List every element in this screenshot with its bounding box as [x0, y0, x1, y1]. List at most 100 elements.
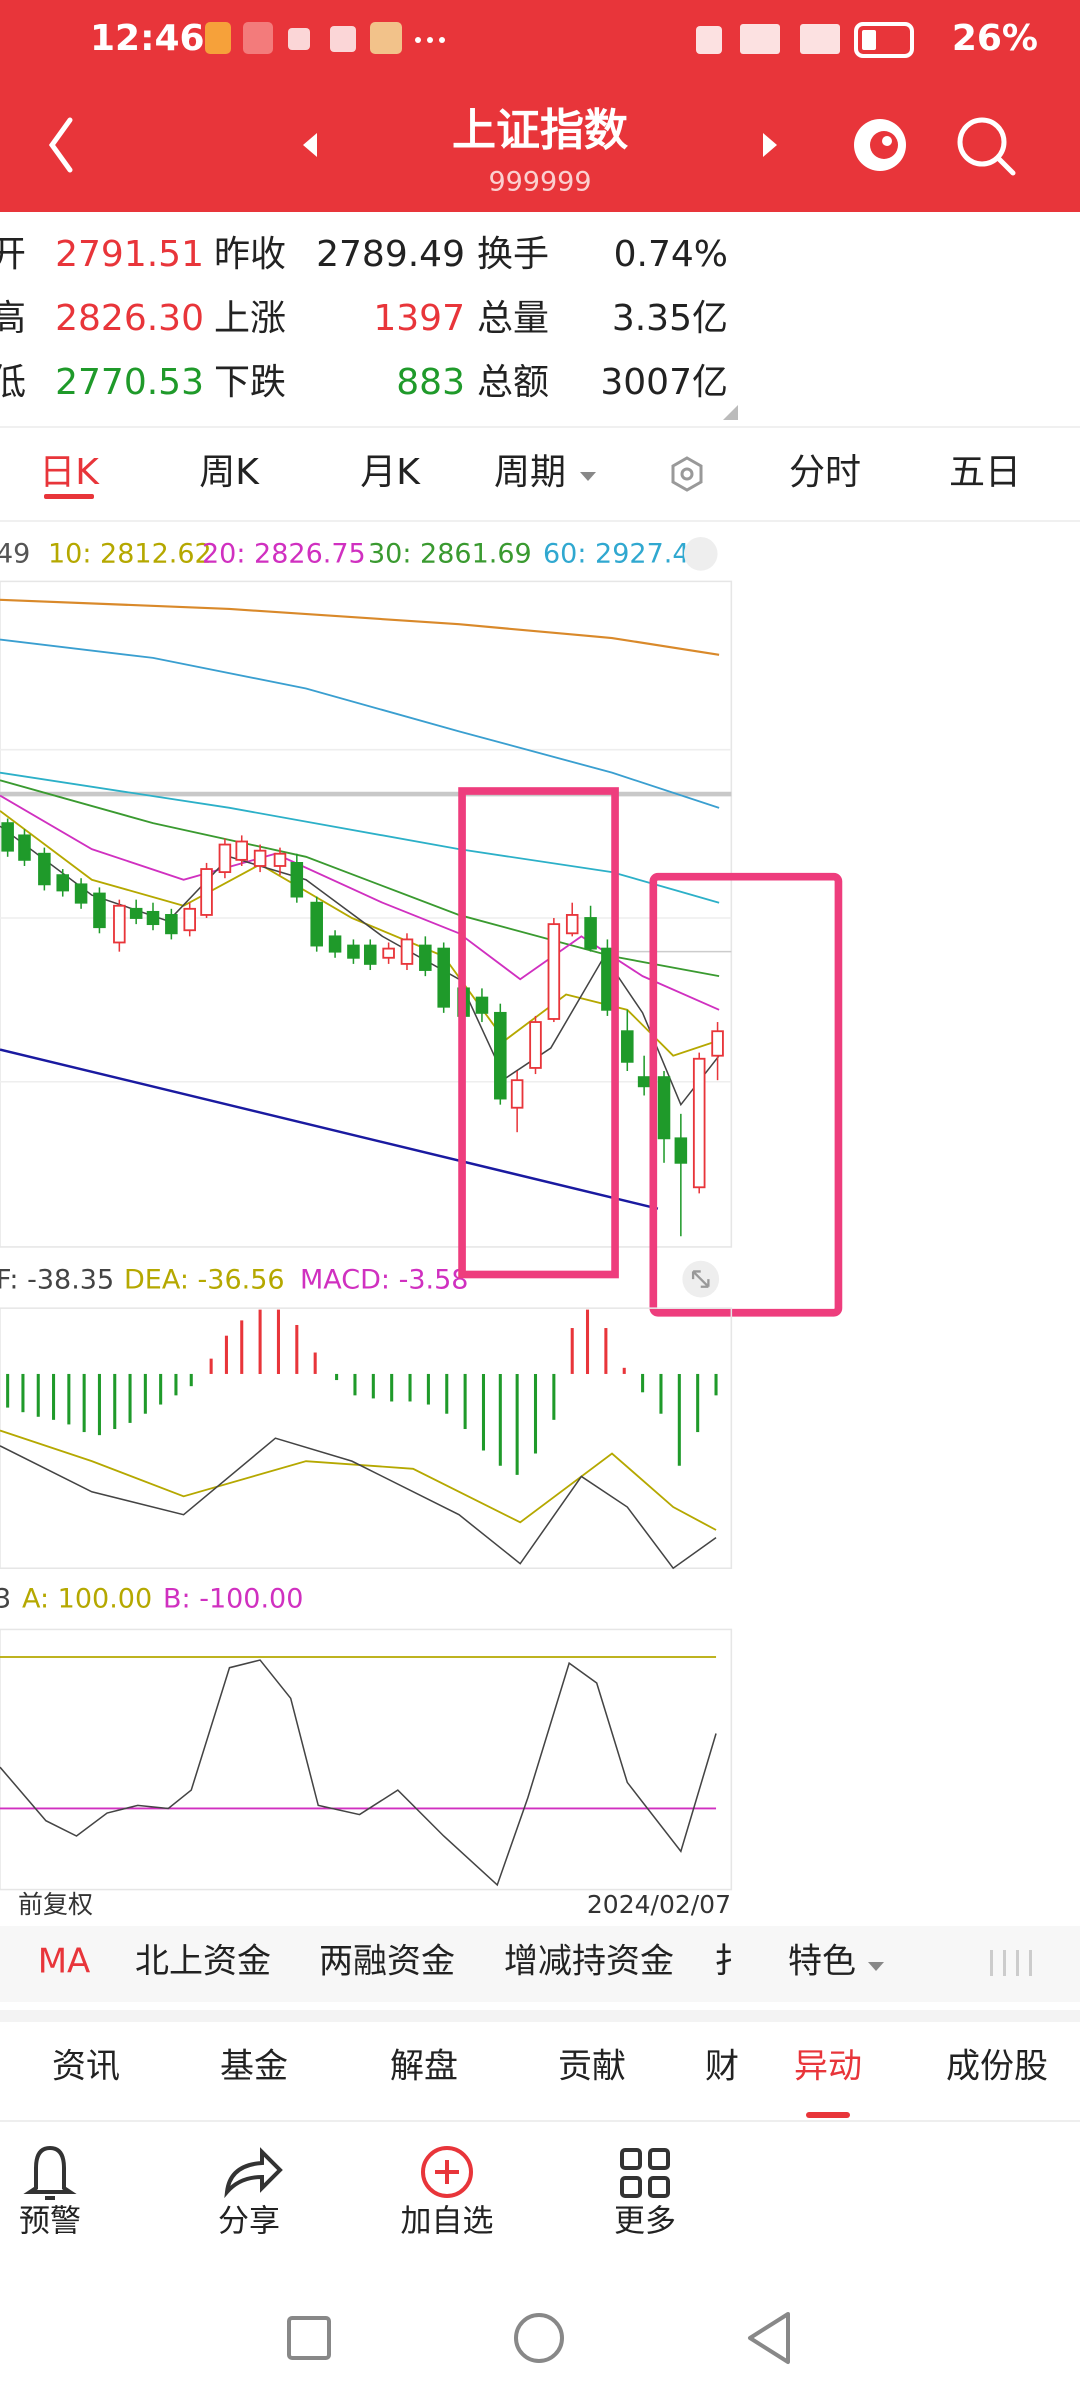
tab[interactable]: 解盘 [390, 2047, 458, 2087]
tab[interactable]: 基金 [220, 2047, 288, 2087]
quote-label: 开 [0, 234, 26, 275]
period-tab[interactable]: 周期 [494, 452, 566, 493]
nav-recents[interactable] [287, 2316, 331, 2360]
bell-icon[interactable] [23, 2145, 77, 2200]
prev-button[interactable] [303, 133, 317, 157]
candle-body [93, 892, 106, 929]
quote-label: 总量 [477, 298, 549, 339]
quote-table: 开 2791.51 昨收 2789.49 换手 0.74% 高 2826.30 上涨 1397 总量… [0, 234, 728, 403]
tab[interactable]: 加自选 [401, 2204, 494, 2240]
legend-item: 20: 2826.75 [202, 539, 366, 570]
quote-value: 3.35亿 [612, 298, 728, 339]
tab[interactable]: 两融资金 [319, 1942, 455, 1982]
tab[interactable]: 异动 [794, 2047, 862, 2087]
quote-label: 上涨 [214, 298, 286, 339]
tab[interactable]: MA [38, 1942, 91, 1982]
candle-body [129, 907, 143, 919]
settings-icon [680, 467, 694, 481]
quote-value: 883 [396, 362, 465, 403]
quote-label: 高 [0, 298, 26, 339]
tab[interactable]: 成份股 [946, 2047, 1048, 2087]
status-icons [205, 22, 914, 58]
candle-body [74, 883, 88, 904]
quote-label: 下跌 [214, 362, 286, 403]
candle-body [674, 1137, 688, 1164]
candle-body [601, 947, 614, 1011]
candle-body [400, 938, 414, 965]
assistant-icon[interactable] [854, 119, 906, 171]
tab[interactable]: 更多 [614, 2204, 676, 2240]
candle-body [183, 907, 196, 932]
candle-body [692, 1057, 706, 1189]
dropdown-arrow [580, 472, 596, 481]
candle-body [253, 849, 267, 867]
adjust-label: 前复权 [18, 1890, 93, 1919]
quote-value: 0.74% [614, 234, 728, 275]
add-icon[interactable] [421, 2146, 473, 2198]
quote-value: 2770.53 [55, 362, 204, 403]
indicator-bar [0, 1926, 1080, 2002]
nav-back[interactable] [748, 2312, 790, 2364]
back-button[interactable] [48, 117, 73, 173]
legend-item: 60: 2927.4 [543, 539, 690, 570]
more-icon[interactable] [990, 1950, 1032, 1976]
period-tab[interactable]: 周K [199, 452, 260, 493]
legend-item: B: -100.00 [163, 1584, 303, 1615]
tab[interactable]: 增减持资金 [504, 1942, 674, 1982]
candle-body [165, 914, 178, 935]
tab[interactable]: 扌 [714, 1942, 748, 1982]
candle-body [38, 852, 51, 886]
quote-label: 昨收 [214, 234, 286, 275]
candle-body [419, 944, 432, 971]
next-button[interactable] [763, 133, 777, 157]
macd-legend: F: -38.35 DEA: -36.56 MACD: -3.58 [0, 1265, 468, 1296]
period-tab[interactable]: 分时 [789, 452, 861, 493]
period-tab[interactable]: 月K [360, 452, 421, 493]
divider [0, 2010, 1080, 2022]
tab-underline [44, 494, 94, 499]
legend-item: 10: 2812.62 [48, 539, 212, 570]
candle-body [113, 904, 126, 944]
candle-body [1, 822, 14, 852]
candle-body [637, 1076, 651, 1088]
quote-label: 低 [0, 362, 26, 403]
tab[interactable]: 资讯 [52, 2047, 120, 2087]
tab[interactable]: 预警 [19, 2204, 81, 2240]
nav-home[interactable] [514, 2313, 564, 2363]
tab[interactable]: 北上资金 [135, 1942, 271, 1982]
tab[interactable]: 贡献 [558, 2047, 626, 2087]
tab[interactable]: 财 [705, 2047, 739, 2087]
status-time: 12:46 [90, 18, 205, 59]
quote-value: 2789.49 [316, 234, 465, 275]
quote-label: 总额 [477, 362, 549, 403]
candle-body [146, 910, 160, 926]
divider [0, 2120, 1080, 2122]
candle-body [584, 917, 597, 950]
share-icon[interactable] [224, 2147, 283, 2199]
indicator-tabs: MA 北上资金 两融资金 增减持资金扌特色 [38, 1942, 856, 1982]
candle-body [565, 914, 579, 935]
candle-body [437, 947, 450, 1008]
candle-body [494, 1011, 507, 1100]
candle-body [290, 862, 304, 898]
settings-icon[interactable] [671, 456, 703, 492]
search-icon[interactable] [957, 117, 1016, 176]
period-tab[interactable]: 日K [39, 452, 100, 493]
tab[interactable]: 分享 [218, 2204, 280, 2240]
legend-item: 3 [0, 1584, 11, 1615]
tab[interactable]: 特色 [788, 1942, 856, 1982]
divider [0, 520, 1080, 522]
status-battery: 26% [952, 18, 1038, 59]
dropdown-arrow [868, 1962, 884, 1971]
candle-body [347, 944, 360, 959]
legend-item: 49 [0, 539, 30, 570]
candle-body [510, 1079, 524, 1109]
header-code: 999999 [488, 167, 591, 198]
legend-item: A: 100.00 [22, 1584, 152, 1615]
candle-body [218, 843, 232, 874]
more-grid-icon[interactable] [620, 2148, 670, 2198]
quote-label: 换手 [477, 234, 549, 275]
period-tab[interactable]: 五日 [949, 452, 1021, 493]
